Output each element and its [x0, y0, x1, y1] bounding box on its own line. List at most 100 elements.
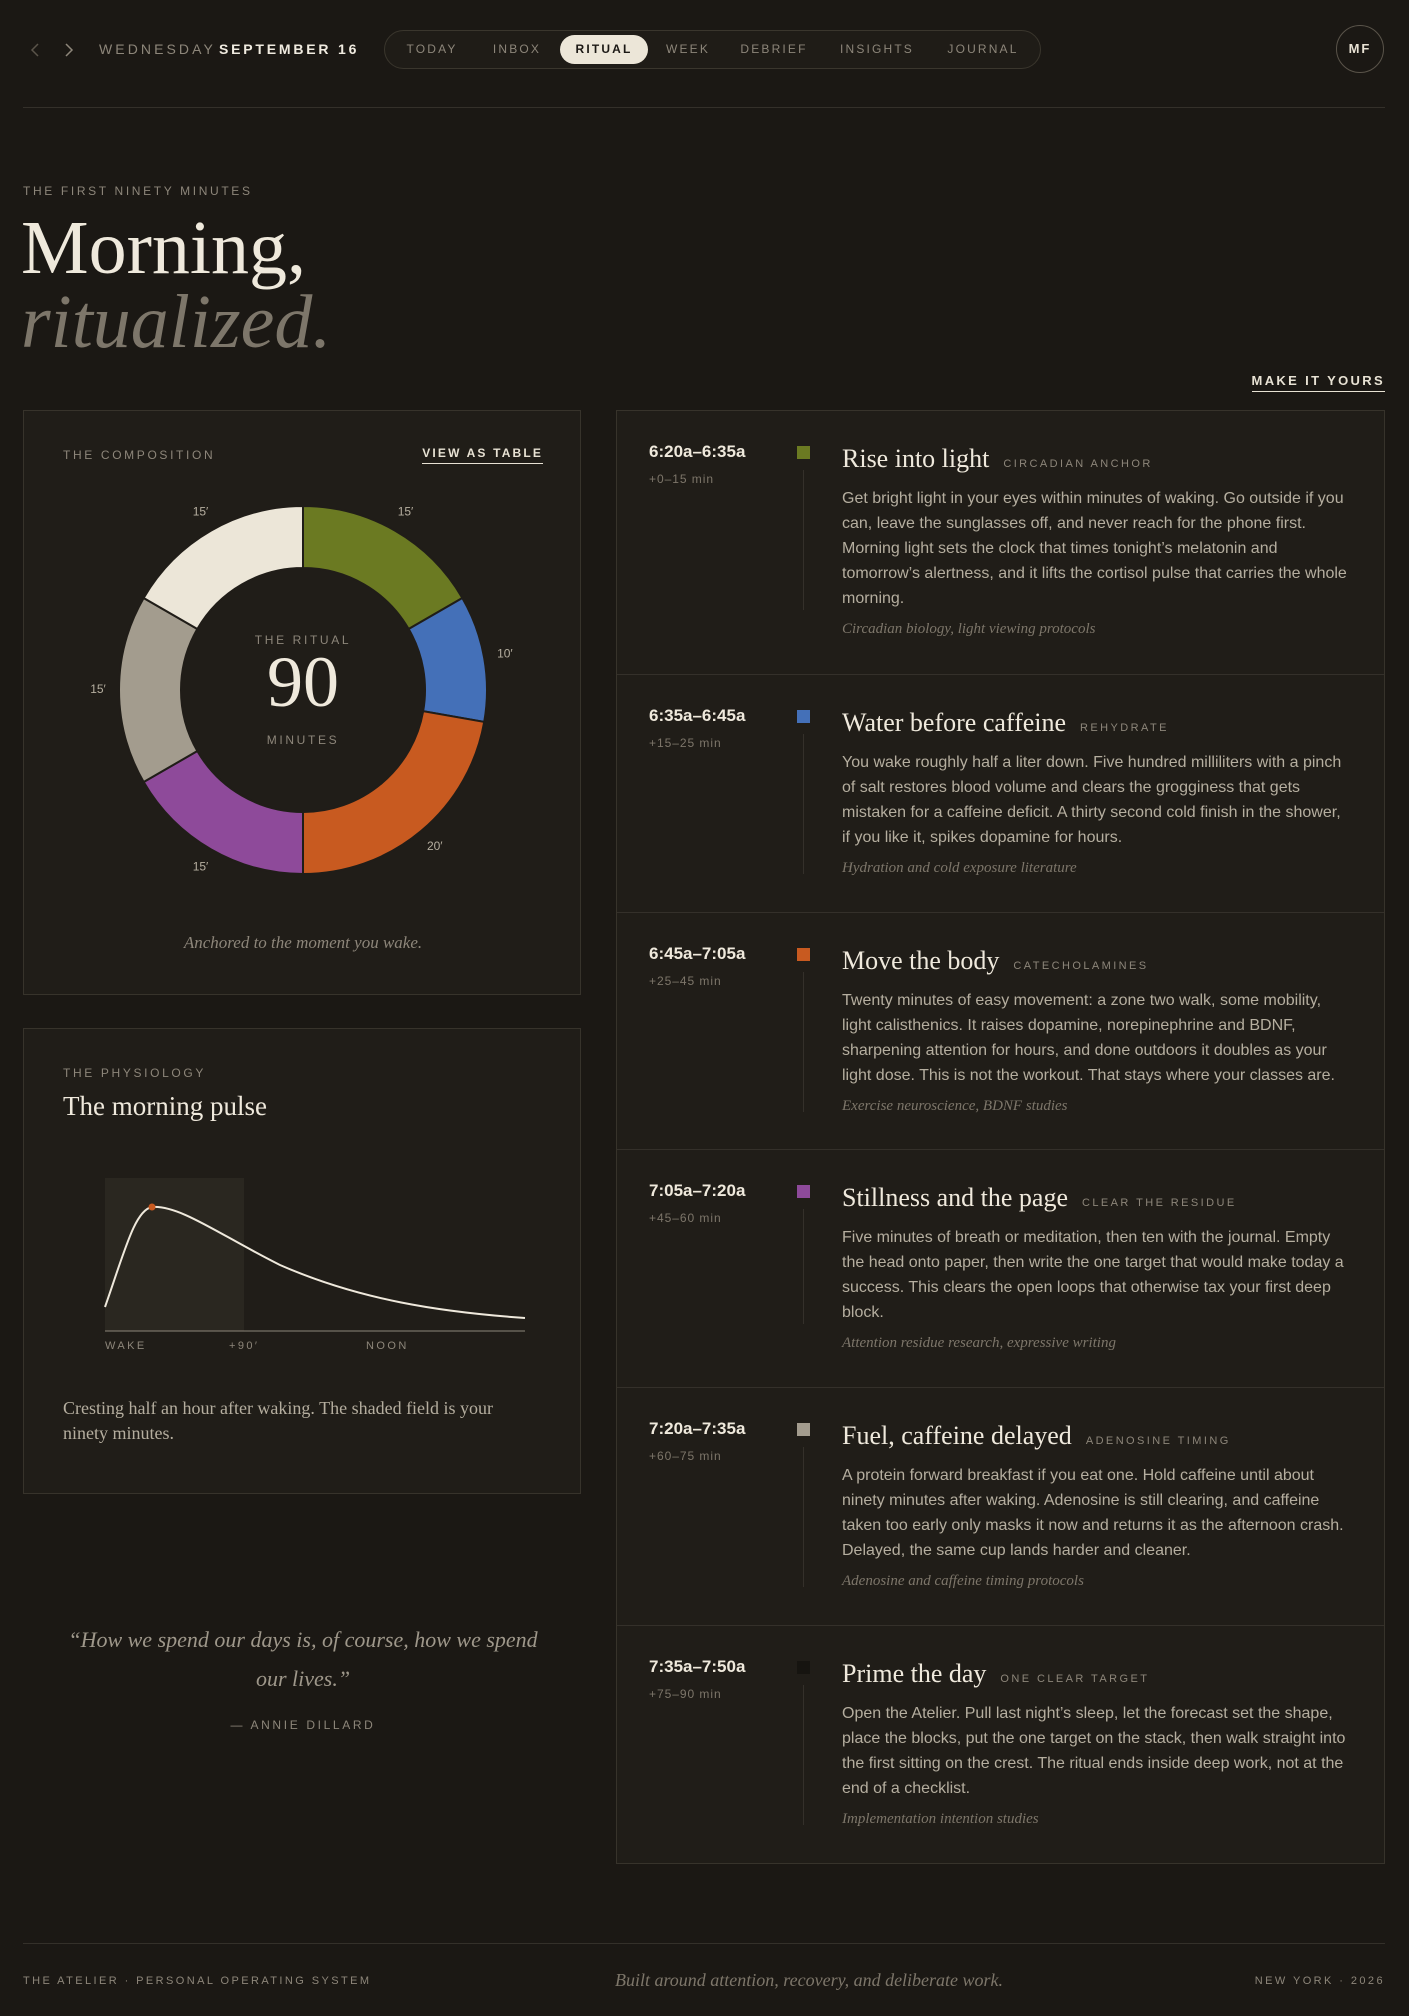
donut-unit: MINUTES: [266, 733, 340, 747]
entry-time: 6:35a–6:45a: [649, 706, 746, 725]
entry-time: 7:35a–7:50a: [649, 1657, 746, 1676]
cta-link[interactable]: MAKE IT YOURS: [1251, 373, 1385, 392]
nav-bar: [384, 30, 1041, 69]
nav-item[interactable]: RITUAL: [575, 42, 633, 56]
entry-body: A protein forward breakfast if you eat o…: [842, 1463, 1352, 1594]
card-caption: Anchored to the moment you wake.: [183, 933, 423, 952]
entry-title: Move the body: [842, 946, 1000, 975]
segment-label: 10′: [497, 647, 513, 661]
entry-tag: CIRCADIAN ANCHOR: [1003, 458, 1153, 470]
weekday: WEDNESDAY: [99, 41, 216, 57]
entry-time: 6:20a–6:35a: [649, 442, 746, 461]
entry-source: Implementation intention studies: [842, 1811, 1039, 1827]
entry-rule: [803, 1209, 804, 1324]
entry-time: 7:20a–7:35a: [649, 1419, 746, 1438]
nav-active-pill: [560, 35, 648, 64]
divider: [23, 1943, 1385, 1944]
nav-item[interactable]: INSIGHTS: [840, 42, 914, 56]
pulse-curve-chart: [104, 1178, 526, 1332]
donut-label: THE RITUAL: [254, 633, 352, 647]
entry-source: Attention residue research, expressive w…: [842, 1335, 1116, 1351]
footer-center: Built around attention, recovery, and de…: [614, 1970, 1004, 1990]
entry-title: Fuel, caffeine delayed: [842, 1421, 1072, 1450]
entry-source: Circadian biology, light viewing protoco…: [842, 621, 1096, 637]
entry-swatch: [797, 710, 810, 723]
entry-swatch: [797, 446, 810, 459]
nav-item[interactable]: INBOX: [492, 42, 542, 56]
entry-body: Twenty minutes of easy movement: a zone …: [842, 988, 1352, 1119]
entry-offset: +75–90 min: [649, 1687, 722, 1701]
entry-swatch: [797, 948, 810, 961]
hero-title: Morning,: [21, 206, 306, 290]
segment-label: 20′: [427, 839, 443, 853]
entry-divider: [617, 674, 1384, 675]
entry-offset: +25–45 min: [649, 974, 722, 988]
entry-body: Five minutes of breath or meditation, th…: [842, 1225, 1352, 1356]
entry-divider: [617, 1387, 1384, 1388]
entry-offset: +15–25 min: [649, 736, 722, 750]
axis-label: NOON: [366, 1340, 409, 1352]
entry-source: Exercise neuroscience, BDNF studies: [842, 1098, 1068, 1114]
card-caption: Cresting half an hour after waking. The …: [63, 1398, 494, 1443]
entry-tag: CLEAR THE RESIDUE: [1082, 1197, 1237, 1209]
eyebrow: THE FIRST NINETY MINUTES: [23, 184, 253, 198]
entry-rule: [803, 1447, 804, 1587]
divider: [23, 107, 1385, 108]
date: SEPTEMBER 16: [219, 41, 360, 57]
entry-body: You wake roughly half a liter down. Five…: [842, 750, 1352, 881]
hero-title-italic: ritualized.: [21, 280, 332, 364]
entry-title: Water before caffeine: [842, 708, 1067, 737]
entry-heading: Prime the day ONE CLEAR TARGET: [842, 1659, 1149, 1689]
entry-title: Stillness and the page: [842, 1183, 1069, 1212]
segment-label: 15′: [398, 505, 414, 519]
peak-marker: [148, 1203, 156, 1211]
entry-heading: Stillness and the page CLEAR THE RESIDUE: [842, 1183, 1237, 1213]
footer-left: THE ATELIER · PERSONAL OPERATING SYSTEM: [23, 1975, 372, 1987]
entry-heading: Move the body CATECHOLAMINES: [842, 946, 1149, 976]
quote-attribution: — ANNIE DILLARD: [230, 1718, 376, 1732]
shaded-window: [105, 1178, 244, 1331]
pulse-curve: [104, 1205, 526, 1319]
footer-right: NEW YORK · 2026: [1254, 1975, 1385, 1987]
donut-value: 90: [267, 642, 339, 722]
entry-offset: +45–60 min: [649, 1211, 722, 1225]
segment-label: 15′: [193, 860, 209, 874]
entry-offset: +60–75 min: [649, 1449, 722, 1463]
entry-offset: +0–15 min: [649, 472, 715, 486]
entry-heading: Rise into light CIRCADIAN ANCHOR: [842, 444, 1153, 474]
day-arrows[interactable]: [28, 40, 78, 60]
nav-item[interactable]: WEEK: [666, 42, 710, 56]
entry-time: 7:05a–7:20a: [649, 1181, 746, 1200]
entry-body: Open the Atelier. Pull last night’s slee…: [842, 1701, 1352, 1832]
entry-tag: REHYDRATE: [1080, 722, 1169, 734]
view-table-link[interactable]: VIEW AS TABLE: [422, 446, 543, 464]
segment-label: 15′: [90, 682, 106, 696]
entry-title: Rise into light: [842, 444, 990, 473]
nav-item[interactable]: JOURNAL: [947, 42, 1019, 56]
quote: “How we spend our days is, of course, ho…: [68, 1627, 538, 1691]
segment-label: 15′: [193, 505, 209, 519]
entry-body: Get bright light in your eyes within min…: [842, 486, 1352, 642]
entry-rule: [803, 1685, 804, 1825]
card-eyebrow: THE COMPOSITION: [63, 448, 216, 462]
entry-heading: Water before caffeine REHYDRATE: [842, 708, 1169, 738]
entry-swatch: [797, 1185, 810, 1198]
entry-divider: [617, 1149, 1384, 1150]
axis-label: +90′: [229, 1340, 260, 1352]
entry-time: 6:45a–7:05a: [649, 944, 746, 963]
entry-swatch: [797, 1423, 810, 1436]
entry-rule: [803, 734, 804, 874]
entry-source: Adenosine and caffeine timing protocols: [842, 1573, 1084, 1589]
entry-tag: ONE CLEAR TARGET: [1000, 1673, 1150, 1685]
entry-source: Hydration and cold exposure literature: [842, 860, 1077, 876]
entry-heading: Fuel, caffeine delayed ADENOSINE TIMING: [842, 1421, 1231, 1451]
entry-tag: CATECHOLAMINES: [1013, 960, 1149, 972]
entry-divider: [617, 912, 1384, 913]
entry-divider: [617, 1625, 1384, 1626]
avatar[interactable]: MF: [1336, 25, 1384, 73]
nav-item[interactable]: DEBRIEF: [740, 42, 808, 56]
nav-item[interactable]: TODAY: [406, 42, 458, 56]
entry-title: Prime the day: [842, 1659, 987, 1688]
